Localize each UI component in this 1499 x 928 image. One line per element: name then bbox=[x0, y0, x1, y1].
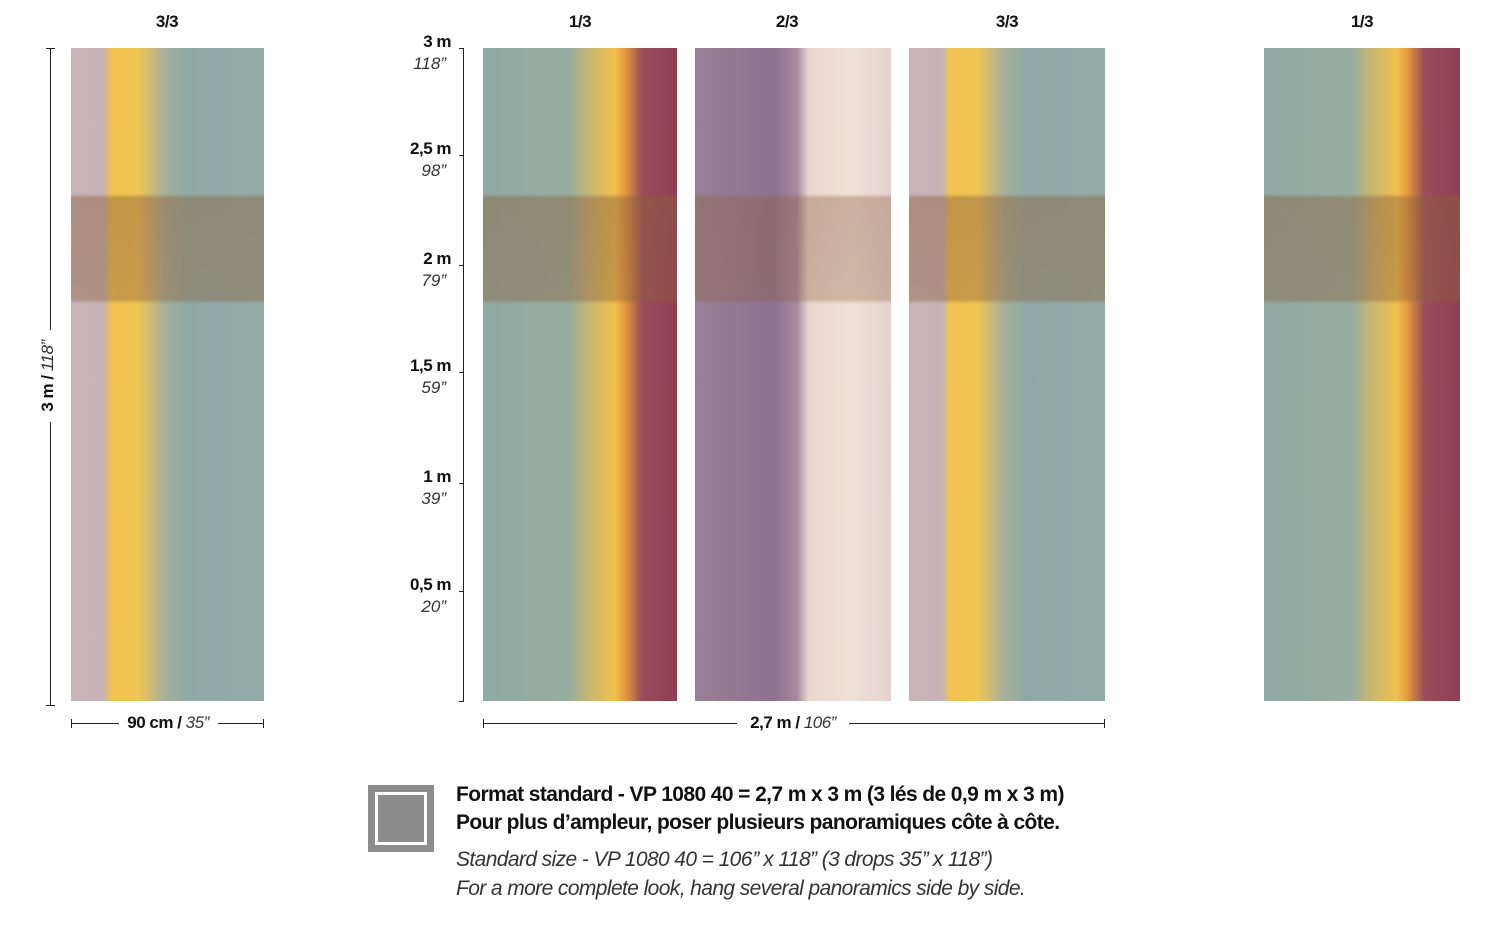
wallpaper-drop bbox=[483, 48, 677, 701]
dimension-tick bbox=[483, 719, 484, 728]
width-label: 2,7 m / 106” bbox=[750, 713, 836, 733]
width-label: 90 cm / 35” bbox=[127, 713, 210, 733]
height-label: 3 m / 118” bbox=[38, 340, 58, 411]
wallpaper-drop bbox=[695, 48, 891, 701]
footer-text: Format standard - VP 1080 40 = 2,7 m x 3… bbox=[456, 783, 1064, 806]
dimension-tick bbox=[46, 48, 55, 49]
dimension-line bbox=[50, 422, 51, 706]
scale-tick bbox=[459, 701, 464, 702]
width-imperial: 35” bbox=[185, 713, 210, 732]
height-imperial: 118” bbox=[38, 340, 57, 372]
scale-imperial: 98” bbox=[421, 161, 446, 180]
legend-swatch bbox=[368, 785, 434, 852]
scale-tick bbox=[459, 265, 464, 266]
wallpaper-drop bbox=[71, 48, 264, 701]
scale-metric: 2,5 m bbox=[410, 139, 451, 158]
scale-metric: 1,5 m bbox=[410, 356, 451, 375]
drop-label: 3/3 bbox=[995, 12, 1019, 31]
width-metric: 90 cm / bbox=[127, 713, 182, 732]
scale-imperial: 118” bbox=[413, 54, 446, 73]
wallpaper-drop bbox=[1264, 48, 1460, 701]
footer-text: Standard size - VP 1080 40 = 106’’ x 118… bbox=[456, 848, 993, 871]
drop-label: 2/3 bbox=[775, 12, 799, 31]
scale-metric: 2 m bbox=[423, 249, 451, 268]
scale-tick bbox=[459, 372, 464, 373]
scale-line bbox=[463, 48, 464, 701]
scale-metric: 0,5 m bbox=[410, 575, 451, 594]
dimension-line bbox=[218, 723, 264, 724]
dimension-tick bbox=[46, 705, 55, 706]
dimension-line bbox=[483, 723, 737, 724]
width-imperial: 106” bbox=[803, 713, 837, 732]
dimension-line bbox=[71, 723, 119, 724]
swatch-inner bbox=[375, 792, 427, 845]
scale-tick bbox=[459, 48, 464, 49]
footer-text: Pour plus d’ampleur, poser plusieurs pan… bbox=[456, 811, 1060, 834]
height-metric: 3 m / bbox=[38, 375, 57, 412]
scale-imperial: 79” bbox=[421, 271, 446, 290]
wallpaper-drop bbox=[909, 48, 1105, 701]
scale-imperial: 39” bbox=[421, 489, 446, 508]
scale-imperial: 20” bbox=[421, 597, 446, 616]
drop-label: 1/3 bbox=[1350, 12, 1374, 31]
dimension-tick bbox=[71, 719, 72, 728]
scale-tick bbox=[459, 155, 464, 156]
scale-metric: 1 m bbox=[423, 467, 451, 486]
dimension-tick bbox=[263, 719, 264, 728]
scale-tick bbox=[459, 483, 464, 484]
scale-imperial: 59” bbox=[421, 378, 446, 397]
width-metric: 2,7 m / bbox=[750, 713, 800, 732]
dimension-line bbox=[50, 48, 51, 330]
drop-label: 1/3 bbox=[568, 12, 592, 31]
footer-text: For a more complete look, hang several p… bbox=[456, 877, 1026, 900]
scale-tick bbox=[459, 591, 464, 592]
drop-label: 3/3 bbox=[155, 12, 179, 31]
scale-metric: 3 m bbox=[423, 32, 451, 51]
dimension-tick bbox=[1104, 719, 1105, 728]
dimension-line bbox=[849, 723, 1105, 724]
